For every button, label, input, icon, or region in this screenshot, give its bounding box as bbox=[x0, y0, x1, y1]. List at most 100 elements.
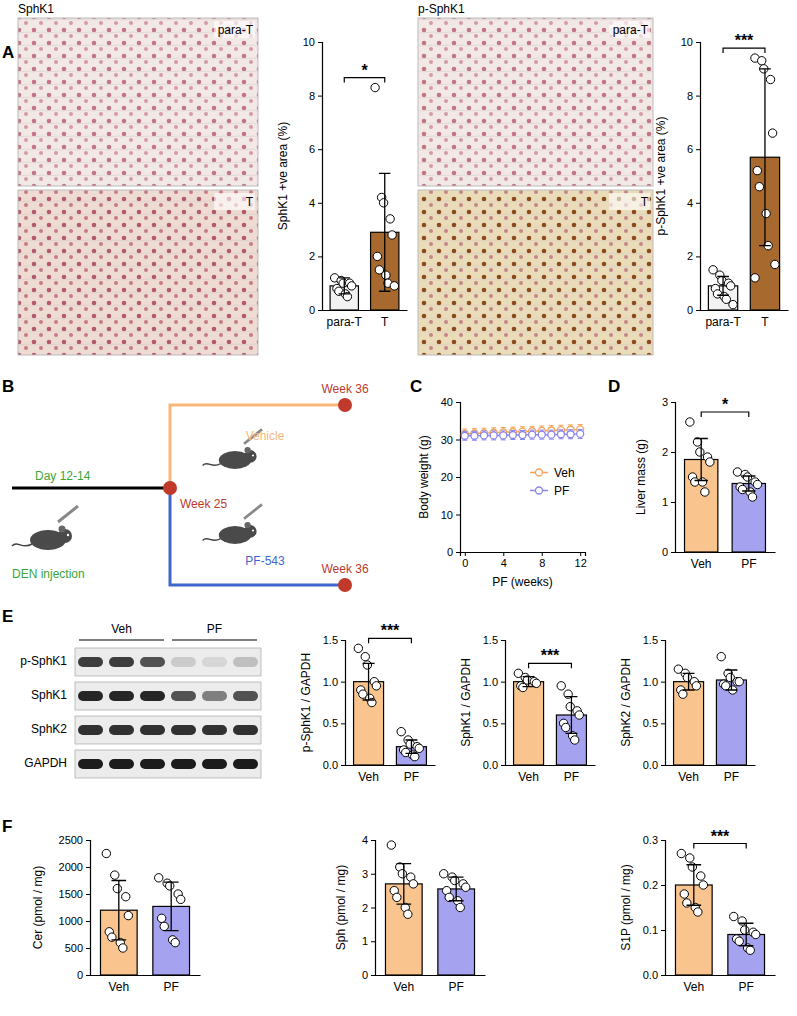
tick-mark bbox=[661, 765, 665, 766]
error-bar bbox=[339, 278, 350, 294]
tick: 30 bbox=[441, 434, 460, 446]
mouse-eye bbox=[252, 454, 254, 456]
tick-label: 8 bbox=[309, 90, 315, 102]
blot-row-label: SphK2 bbox=[31, 722, 67, 736]
tick-mark bbox=[696, 42, 700, 43]
data-point bbox=[729, 300, 737, 308]
tick: PF bbox=[449, 980, 464, 994]
error-bar bbox=[568, 430, 573, 439]
data-point bbox=[699, 881, 707, 889]
tick: 3 bbox=[362, 868, 375, 880]
plot-marks bbox=[675, 849, 764, 975]
tick-mark bbox=[341, 640, 345, 641]
axis-line bbox=[456, 403, 461, 553]
axis-line bbox=[661, 641, 666, 766]
image bbox=[18, 18, 258, 186]
tick-label: 0 bbox=[362, 969, 368, 981]
tick: 2500 bbox=[59, 834, 90, 846]
axis-line bbox=[666, 765, 756, 766]
tick-label: 2500 bbox=[59, 834, 83, 846]
tick-label: 3 bbox=[362, 868, 368, 880]
tick: para-T bbox=[327, 315, 363, 329]
data-point bbox=[748, 493, 756, 501]
tick-mark bbox=[661, 723, 665, 724]
axis-line bbox=[661, 841, 666, 976]
bar bbox=[716, 680, 746, 765]
data-point bbox=[726, 282, 734, 290]
data-point bbox=[538, 431, 545, 438]
tick-mark bbox=[86, 867, 90, 868]
bar-chart: 0.00.51.01.5VehPFSphK1 / GAPDH*** bbox=[459, 634, 596, 784]
error-bar bbox=[558, 430, 563, 439]
error-bar bbox=[759, 69, 771, 246]
blot-band bbox=[78, 691, 103, 701]
tick: 40 bbox=[441, 396, 460, 408]
tick-mark bbox=[501, 723, 505, 724]
tick: 20 bbox=[441, 471, 460, 483]
tick: 1000 bbox=[59, 915, 90, 927]
blot-band bbox=[233, 759, 258, 769]
axis: 04812 bbox=[461, 552, 587, 569]
bar-chart: 0.00.51.01.5VehPFp-SphK1 / GAPDH*** bbox=[299, 622, 436, 783]
tick-label: Veh bbox=[518, 770, 539, 784]
mouse-tail bbox=[203, 464, 221, 466]
axis: 05001000150020002500 bbox=[59, 834, 91, 981]
data-point bbox=[771, 260, 779, 268]
tick-label: 1000 bbox=[59, 915, 83, 927]
tick-label: 1500 bbox=[59, 888, 83, 900]
error-bar bbox=[379, 173, 390, 291]
tick: 0.0 bbox=[323, 759, 345, 771]
blot-band bbox=[233, 725, 258, 735]
tick: 1.5 bbox=[483, 634, 505, 646]
lane-group-label: Veh bbox=[111, 622, 132, 636]
tick-label: 1.5 bbox=[643, 634, 658, 646]
error-bar bbox=[717, 277, 729, 296]
significance-label: * bbox=[361, 62, 368, 79]
data-point bbox=[730, 912, 738, 920]
axis-title: p-SphK1 +ve area (%) bbox=[654, 116, 668, 235]
tick-label: T bbox=[761, 315, 769, 329]
data-point bbox=[415, 744, 423, 752]
plot-marks bbox=[354, 644, 427, 765]
tick-label: 4 bbox=[362, 834, 368, 846]
data-point bbox=[409, 880, 417, 888]
tick-mark bbox=[696, 203, 700, 204]
line-chart: 01020304004812Body weight (g)PF (weeks)V… bbox=[417, 396, 587, 589]
syringe bbox=[58, 506, 78, 522]
axis-line bbox=[318, 43, 323, 311]
tick-mark bbox=[661, 682, 665, 683]
tick-label: Veh bbox=[678, 770, 699, 784]
tick: Veh bbox=[683, 980, 704, 994]
tick-label: 20 bbox=[441, 471, 453, 483]
image-label-bg bbox=[214, 193, 255, 210]
tick: Veh bbox=[518, 770, 539, 784]
tick-mark bbox=[318, 256, 322, 257]
tick-mark bbox=[661, 885, 665, 886]
tick-mark bbox=[501, 640, 505, 641]
blot-band bbox=[109, 657, 134, 667]
lane-group-line bbox=[172, 639, 257, 640]
data-point bbox=[166, 882, 174, 890]
error-bar bbox=[164, 882, 179, 931]
blot-band bbox=[140, 657, 165, 667]
tick-mark bbox=[456, 515, 460, 516]
micrograph: p-SphK1para-TT bbox=[418, 2, 653, 355]
tick-mark bbox=[671, 552, 675, 553]
data-point bbox=[692, 682, 700, 690]
blot-row-label: SphK1 bbox=[31, 688, 67, 702]
data-point bbox=[758, 57, 766, 65]
significance-label: *** bbox=[735, 32, 754, 49]
tick: 0.5 bbox=[643, 717, 665, 729]
significance-label: * bbox=[722, 396, 729, 413]
data-point bbox=[688, 863, 696, 871]
tick-label: 2 bbox=[362, 902, 368, 914]
tick-label: 0 bbox=[687, 304, 693, 316]
tick-label: 6 bbox=[687, 143, 693, 155]
tick-mark bbox=[501, 765, 505, 766]
plot-marks bbox=[461, 425, 583, 441]
tick-label: 4 bbox=[687, 197, 693, 209]
axis-line bbox=[701, 310, 789, 311]
mouse-tail bbox=[12, 544, 32, 546]
axis: 0246810 bbox=[303, 36, 323, 316]
data-point bbox=[155, 874, 163, 882]
